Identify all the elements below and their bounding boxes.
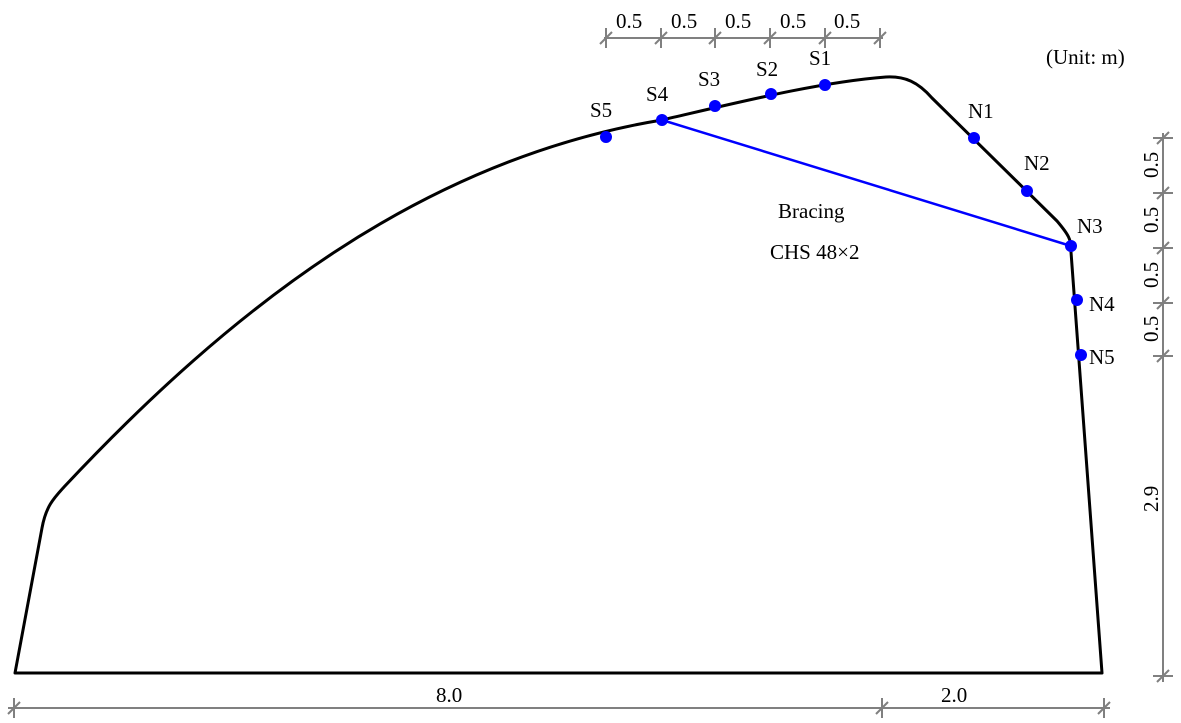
top-dim-2: 0.5 [671, 9, 697, 33]
point-n3 [1065, 240, 1077, 252]
point-s2 [765, 88, 777, 100]
point-s4 [656, 114, 668, 126]
label-n3: N3 [1077, 214, 1103, 238]
bracing-line [661, 118, 1072, 248]
right-dim-5: 2.9 [1139, 486, 1163, 512]
right-dimension: 0.5 0.5 0.5 0.5 2.9 [1139, 131, 1173, 683]
point-s3 [709, 100, 721, 112]
point-n2 [1021, 185, 1033, 197]
top-dim-4: 0.5 [780, 9, 806, 33]
right-dim-2: 0.5 [1139, 207, 1163, 233]
label-s1: S1 [809, 46, 831, 70]
point-n5 [1075, 349, 1087, 361]
right-dim-3: 0.5 [1139, 262, 1163, 288]
bottom-dim-right: 2.0 [941, 683, 967, 707]
top-dim-3: 0.5 [725, 9, 751, 33]
point-s1 [819, 79, 831, 91]
unit-label: (Unit: m) [1046, 45, 1125, 69]
tunnel-outline [13, 75, 1104, 675]
top-dim-1: 0.5 [616, 9, 642, 33]
point-s5 [600, 131, 612, 143]
label-s4: S4 [646, 82, 669, 106]
wall-points: N1 N2 N3 N4 N5 [968, 99, 1115, 369]
right-dim-1: 0.5 [1139, 152, 1163, 178]
roof-points: S1 S2 S3 S4 S5 [590, 46, 831, 143]
label-s2: S2 [756, 57, 778, 81]
point-n4 [1071, 294, 1083, 306]
point-n1 [968, 132, 980, 144]
label-s3: S3 [698, 67, 720, 91]
top-dim-5: 0.5 [834, 9, 860, 33]
label-n4: N4 [1089, 292, 1115, 316]
top-dimension: 0.5 0.5 0.5 0.5 0.5 [599, 9, 887, 48]
label-n2: N2 [1024, 151, 1050, 175]
bracing-spec: CHS 48×2 [770, 240, 859, 264]
label-n1: N1 [968, 99, 994, 123]
bottom-dimension: 8.0 2.0 [7, 683, 1111, 718]
bracing-label: Bracing [778, 199, 845, 223]
right-dim-4: 0.5 [1139, 316, 1163, 342]
label-n5: N5 [1089, 345, 1115, 369]
bottom-dim-left: 8.0 [436, 683, 462, 707]
label-s5: S5 [590, 98, 612, 122]
